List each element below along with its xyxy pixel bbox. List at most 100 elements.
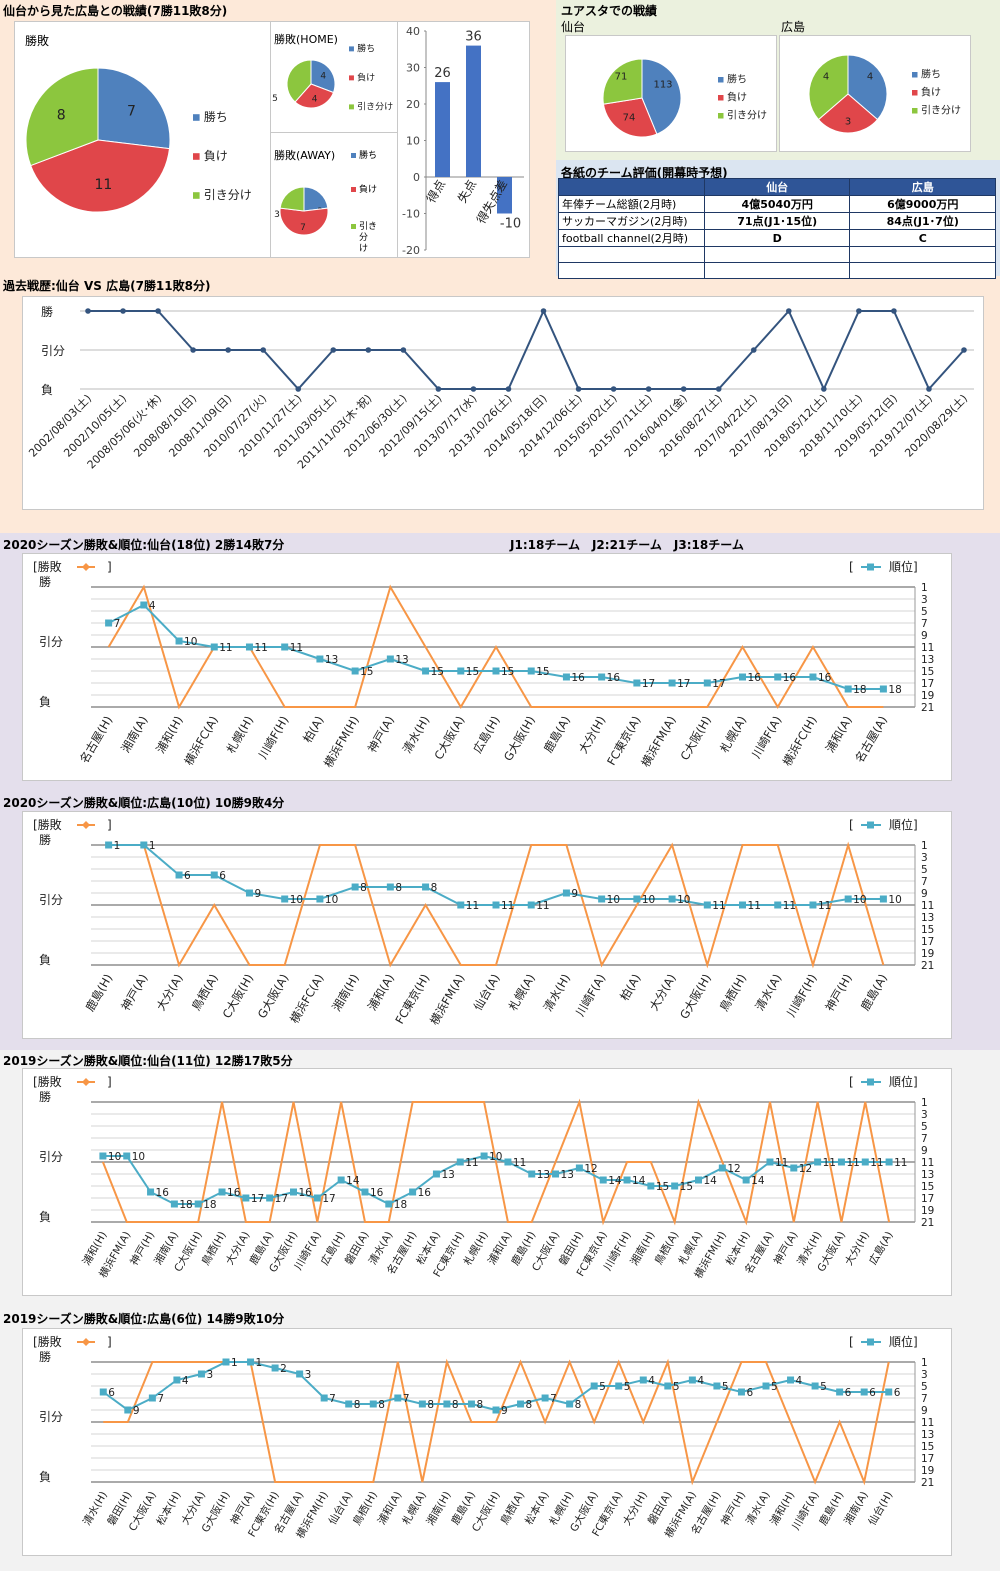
match-label: 湘南(H) — [329, 972, 361, 1014]
rank-marker — [245, 643, 253, 651]
rank-marker — [615, 1382, 623, 1390]
rating-row: サッカーマガジン(2月時) 71点(J1･15位) 84点(J1･7位) — [558, 212, 996, 230]
rank-data-label: 4 — [648, 1375, 655, 1387]
rank-data-label: 10 — [132, 1151, 145, 1163]
rank-data-label: 8 — [427, 1399, 434, 1411]
rank-marker — [527, 901, 535, 909]
result-marker — [786, 308, 792, 314]
pie-value-label: 4 — [823, 72, 829, 83]
rank-marker — [811, 1382, 819, 1390]
match-label: 浦和(H) — [153, 714, 185, 756]
match-label: 大分(A) — [154, 972, 186, 1014]
history-line-chart: 勝引分負2002/08/03(土)2002/10/05(土)2008/05/06… — [26, 304, 974, 471]
rank-data-label: 7 — [403, 1393, 410, 1405]
legend-label: 勝ち — [921, 68, 941, 81]
rank-data-label: 18 — [179, 1199, 192, 1211]
date-label: 2019/12/07(土) — [867, 392, 935, 460]
rank-marker — [879, 685, 887, 693]
rank-marker — [541, 1394, 549, 1402]
rank-tick-label: 7 — [921, 876, 928, 888]
rank-marker — [562, 889, 570, 897]
rank-tick-label: 3 — [921, 1369, 928, 1381]
rank-tick-label: 9 — [921, 630, 928, 642]
rank-tick-label: 1 — [921, 1097, 928, 1109]
date-label: 2015/05/02(土) — [552, 392, 620, 460]
rank-tick-label: 21 — [921, 702, 934, 714]
rank-data-label: 8 — [378, 1399, 385, 1411]
rank-marker — [337, 1176, 345, 1184]
result-marker — [260, 347, 266, 353]
rank-tick-label: 11 — [921, 900, 934, 912]
axis-tick-label: 0 — [413, 171, 420, 184]
rank-marker — [351, 883, 359, 891]
pie-slice — [279, 207, 329, 236]
result-marker — [891, 308, 897, 314]
match-label: 仙台(A) — [471, 972, 503, 1014]
rank-data-label: 5 — [820, 1381, 827, 1393]
rank-tick-label: 5 — [921, 1381, 928, 1393]
pie-value-label: 7 — [300, 223, 306, 233]
legend-swatch — [867, 821, 874, 829]
legend-label: ] — [107, 560, 112, 574]
rank-marker — [566, 1400, 574, 1408]
rank-data-label: 16 — [156, 1187, 170, 1199]
rank-marker — [409, 1188, 417, 1196]
legend-swatch — [349, 46, 354, 52]
rank-data-label: 10 — [607, 894, 620, 906]
rank-marker — [271, 1364, 279, 1372]
rank-data-label: 5 — [599, 1381, 606, 1393]
rank-marker — [713, 1382, 721, 1390]
rank-data-label: 12 — [799, 1163, 812, 1175]
rank-data-label: 17 — [322, 1193, 335, 1205]
yuasuta-sendai-label: 仙台 — [561, 20, 586, 34]
y-axis-label: 勝 — [39, 1089, 51, 1104]
match-label: G大阪(H) — [501, 714, 538, 764]
rank-data-label: 8 — [431, 882, 438, 894]
rank-marker — [739, 901, 747, 909]
home-pie-label: 勝敗(HOME) — [274, 33, 338, 46]
legend-label: 負け — [204, 149, 228, 163]
rank-data-label: 6 — [845, 1387, 852, 1399]
match-label: 横浜FM(A) — [427, 972, 467, 1028]
rank-marker — [281, 643, 289, 651]
result-marker — [330, 347, 337, 353]
goal-bar — [497, 177, 512, 214]
legend-swatch — [351, 153, 356, 158]
pie-value-label: 11 — [94, 177, 112, 193]
rank-data-label: 1 — [256, 1357, 263, 1369]
y-axis-label: 勝 — [41, 304, 53, 319]
rank-data-label: 4 — [182, 1375, 189, 1387]
rank-tick-label: 17 — [921, 1453, 934, 1465]
pie-value-label: 3 — [274, 210, 280, 220]
result-marker — [470, 386, 477, 392]
goal-bar — [466, 45, 481, 177]
result-marker — [190, 347, 196, 353]
rank-marker — [844, 895, 852, 903]
goal-bar-value: 36 — [465, 30, 482, 45]
rank-marker — [575, 1164, 583, 1172]
rank-marker — [633, 895, 641, 903]
season-panel: 1 3 5 7 9 11 13 15 17 19 21 勝引分負 [勝敗][順位] 10 10 16 18 18 1… — [22, 1068, 952, 1296]
rank-tick-label: 13 — [921, 654, 934, 666]
rank-data-label: 18 — [203, 1199, 216, 1211]
rank-data-label: 9 — [133, 1405, 140, 1417]
rank-marker — [320, 1394, 328, 1402]
rating-value-hiroshima: 6億9000万円 — [849, 195, 996, 213]
rating-value-hiroshima — [849, 262, 996, 279]
season-panel: 1 3 5 7 9 11 13 15 17 19 21 勝引分負 [勝敗][順位] 6 9 7 4 3 1 1 2 3 7 8… — [22, 1328, 952, 1556]
date-label: 2002/08/03(土) — [26, 392, 94, 460]
rank-data-label: 10 — [853, 894, 866, 906]
legend-swatch — [867, 563, 874, 571]
rank-data-label: 17 — [712, 678, 725, 690]
rank-marker — [296, 1370, 304, 1378]
rank-marker — [369, 1400, 377, 1408]
date-label: 2017/08/13(日) — [727, 392, 795, 460]
match-label: 川崎F(H) — [784, 972, 820, 1020]
legend-label: 負け — [727, 92, 747, 104]
rank-tick-label: 7 — [921, 1133, 928, 1145]
legend-label: 順位] — [889, 817, 918, 832]
rank-marker — [345, 1400, 353, 1408]
match-label: 清水(H) — [541, 972, 573, 1014]
date-label: 2015/07/11(土) — [587, 392, 655, 460]
